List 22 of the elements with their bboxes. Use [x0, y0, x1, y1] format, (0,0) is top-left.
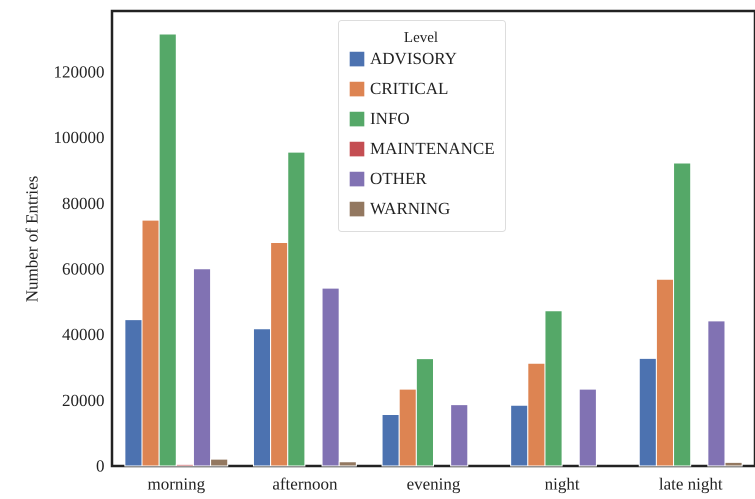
y-tick-label: 80000	[62, 194, 104, 213]
legend-label: INFO	[370, 109, 410, 128]
x-tick-label: afternoon	[272, 474, 338, 494]
x-tick-label: morning	[147, 474, 206, 494]
legend-label: OTHER	[370, 169, 428, 188]
bar	[450, 404, 468, 466]
y-axis-title: Number of Entries	[22, 176, 42, 302]
legend-label: WARNING	[370, 199, 450, 218]
x-tick-label: late night	[658, 474, 723, 494]
legend-label: CRITICAL	[370, 79, 448, 98]
y-tick-label: 60000	[62, 260, 104, 279]
legend-title: Level	[404, 30, 438, 46]
legend-label: MAINTENANCE	[370, 139, 495, 158]
y-tick-label: 100000	[54, 128, 104, 148]
y-tick-label: 120000	[54, 62, 104, 82]
x-tick-label: evening	[406, 474, 461, 494]
bar	[578, 388, 597, 466]
y-tick-label: 0	[96, 456, 104, 476]
x-tick-label: night	[544, 474, 580, 494]
y-tick-label: 40000	[62, 325, 104, 344]
y-tick-label: 20000	[62, 390, 104, 410]
legend-label: ADVISORY	[370, 49, 457, 68]
